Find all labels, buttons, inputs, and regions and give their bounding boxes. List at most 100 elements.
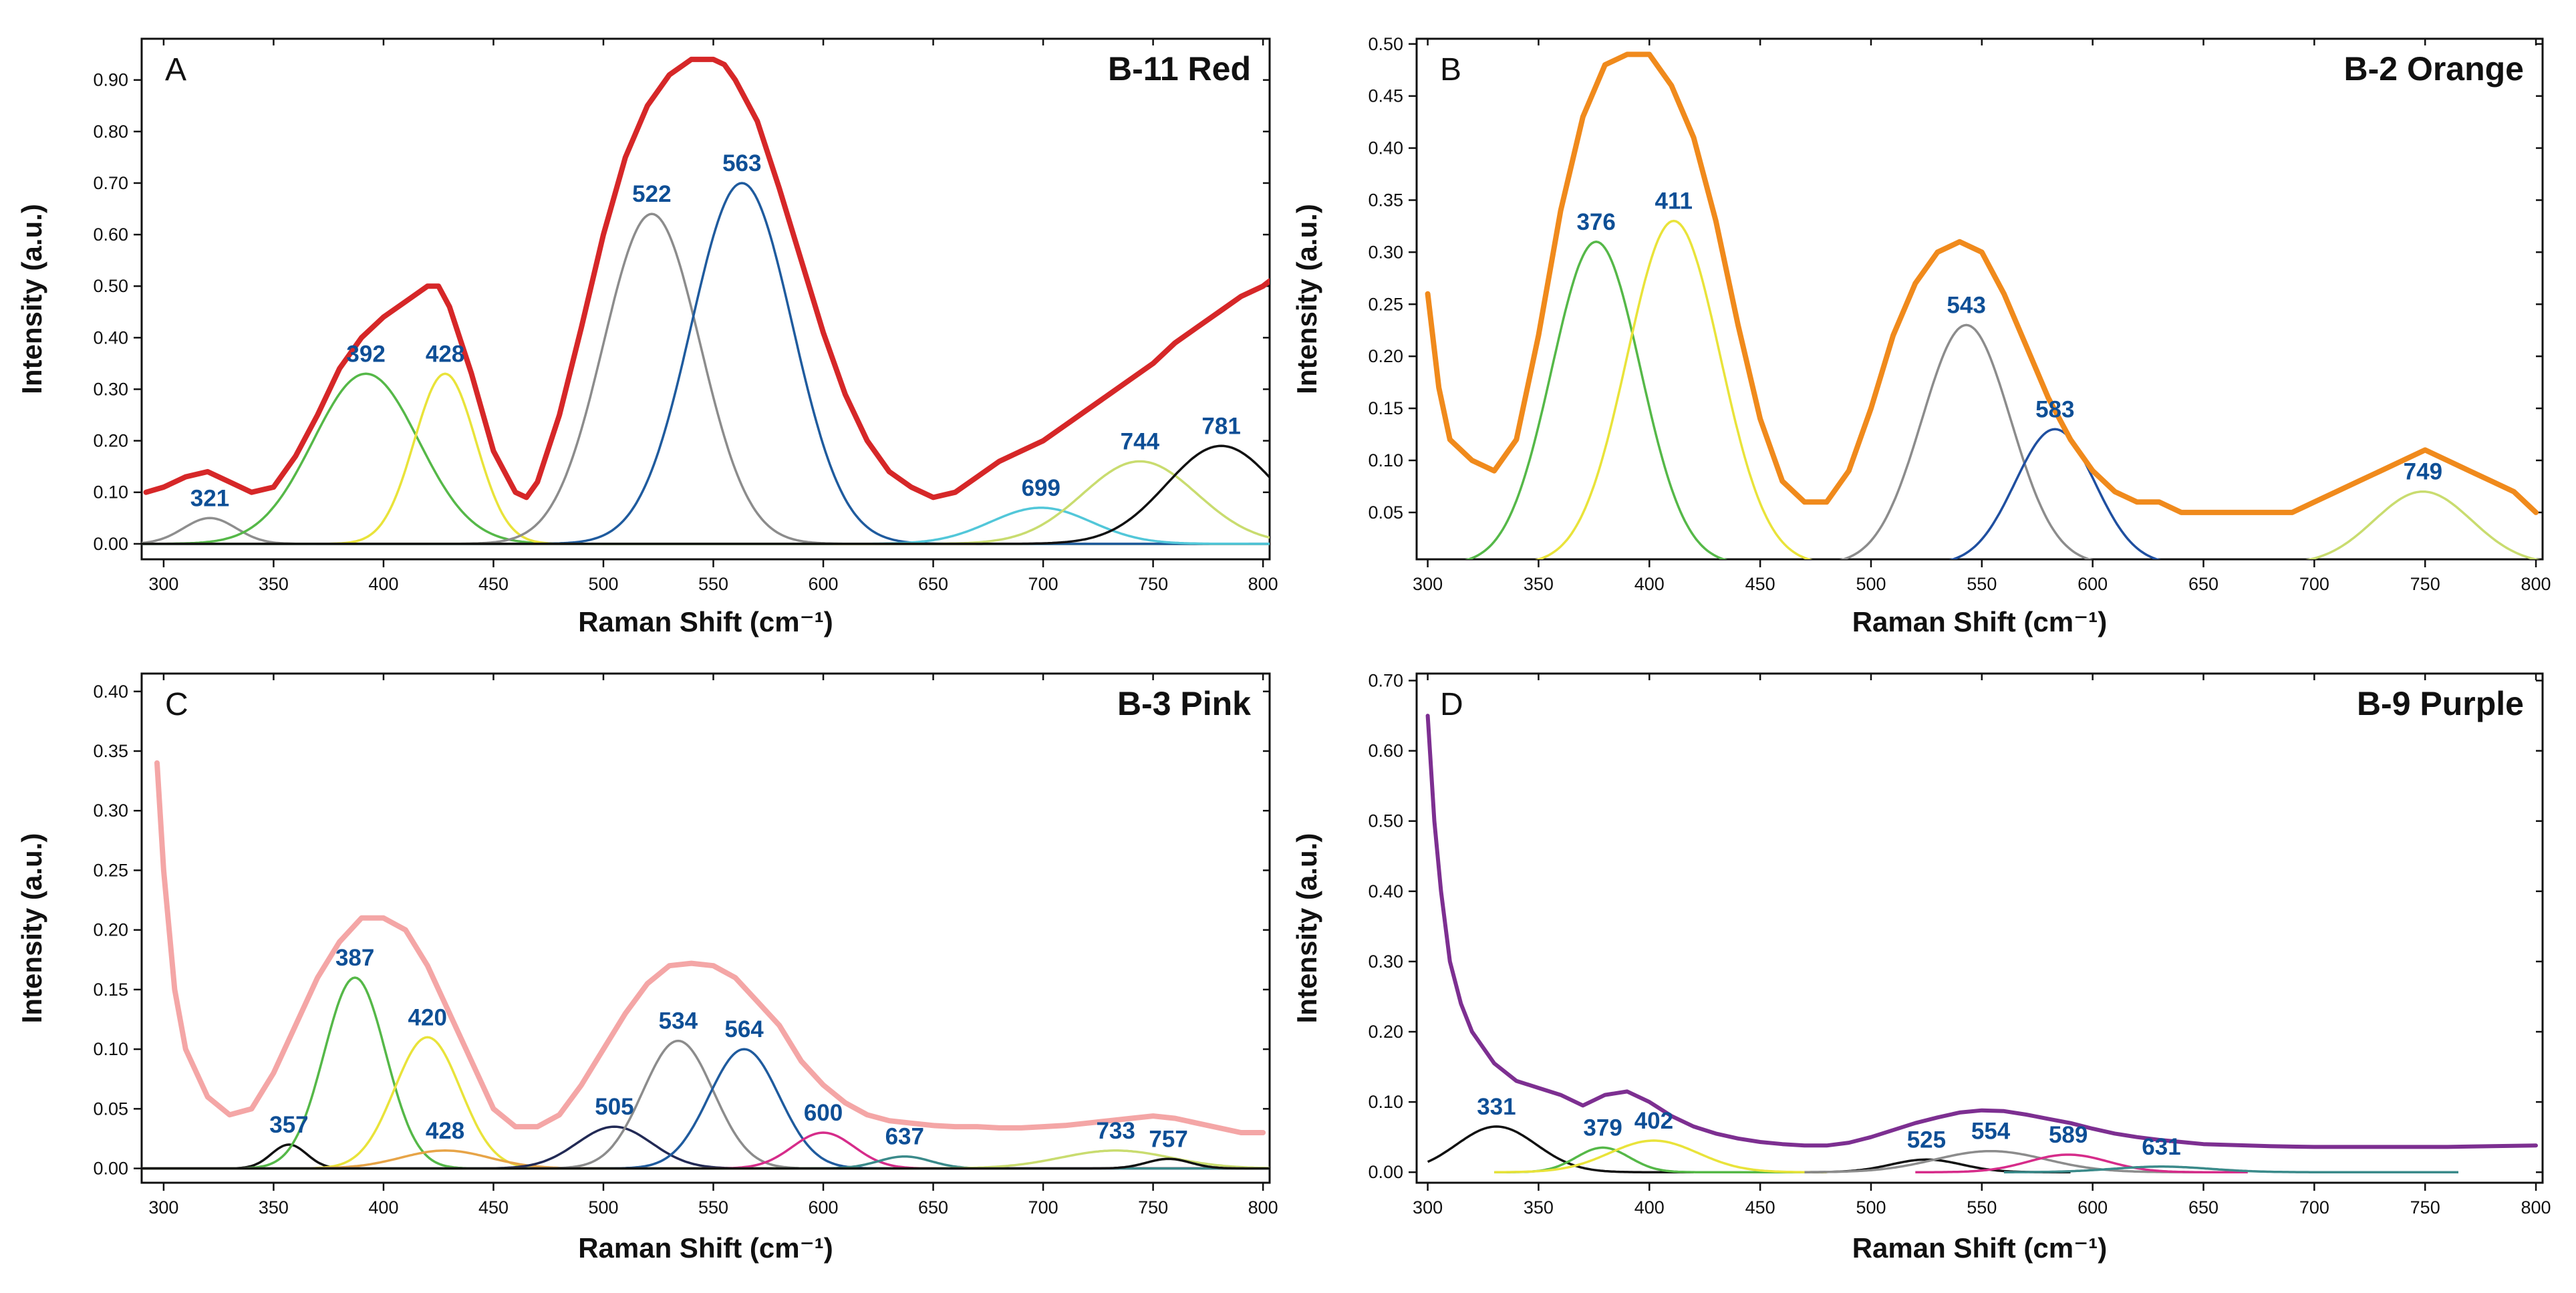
y-tick-label: 0.10	[1368, 1092, 1403, 1112]
x-tick-label: 450	[1745, 574, 1775, 594]
fit-component-357	[142, 1143, 1270, 1170]
y-tick-label: 0.35	[93, 741, 128, 761]
x-tick-label: 750	[2410, 574, 2440, 594]
peak-label-402: 402	[1634, 1108, 1673, 1134]
y-tick-label: 0.50	[1368, 34, 1403, 54]
fit-component-411	[1534, 219, 1813, 559]
x-tick-label: 700	[1028, 574, 1058, 594]
peak-label-525: 525	[1907, 1127, 1946, 1153]
fit-component-402	[1494, 1139, 1827, 1173]
fit-component-321	[142, 517, 1270, 545]
x-tick-label: 800	[1248, 574, 1278, 594]
y-tick-label: 0.20	[93, 920, 128, 940]
x-tick-label: 500	[1856, 1197, 1886, 1217]
peak-label-744: 744	[1121, 428, 1160, 454]
plot-area	[1425, 51, 2541, 559]
panel-letter: A	[165, 52, 186, 88]
x-tick-label: 650	[2188, 1197, 2219, 1217]
y-tick-label: 0.40	[93, 682, 128, 702]
measured-spectrum-line	[1425, 714, 2538, 1149]
y-tick-label: 0.05	[93, 1099, 128, 1119]
x-axis-title: Raman Shift (cm⁻¹)	[1852, 1232, 2108, 1264]
y-tick-label: 0.35	[1368, 190, 1403, 210]
x-tick-label: 450	[478, 574, 509, 594]
y-tick-label: 0.40	[1368, 881, 1403, 901]
fit-component-376	[1465, 241, 1728, 559]
peak-label-699: 699	[1022, 475, 1060, 501]
peak-label-522: 522	[632, 181, 671, 207]
x-tick-label: 750	[1138, 574, 1168, 594]
x-axis-title: Raman Shift (cm⁻¹)	[578, 606, 833, 637]
fit-component-631	[2004, 1165, 2458, 1173]
y-tick-label: 0.20	[93, 431, 128, 451]
measured-spectrum-line	[1425, 51, 2539, 515]
panel-letter: B	[1440, 52, 1461, 88]
y-tick-label: 0.30	[1368, 952, 1403, 972]
x-tick-label: 400	[368, 574, 398, 594]
x-tick-label: 750	[2410, 1197, 2440, 1217]
x-tick-label: 500	[588, 1197, 618, 1217]
fit-component-554	[1804, 1149, 2226, 1173]
y-tick-label: 0.60	[93, 225, 128, 245]
x-tick-label: 700	[1028, 1197, 1058, 1217]
measured-spectrum-line	[154, 760, 1266, 1135]
y-tick-label: 0.00	[93, 534, 128, 554]
peak-label-543: 543	[1947, 292, 1985, 318]
y-tick-label: 0.25	[1368, 294, 1403, 314]
x-tick-label: 300	[1413, 1197, 1443, 1217]
x-tick-label: 300	[148, 574, 178, 594]
plot-frame	[1415, 37, 2544, 561]
plot-frame	[1415, 672, 2544, 1184]
fit-component-331	[1427, 1125, 1694, 1173]
y-tick-label: 0.45	[1368, 86, 1403, 106]
x-tick-label: 650	[2188, 574, 2219, 594]
fit-component-757	[142, 1157, 1270, 1170]
y-tick-label: 0.25	[93, 860, 128, 880]
peak-label-379: 379	[1583, 1115, 1622, 1141]
y-tick-label: 0.15	[1368, 398, 1403, 418]
x-tick-label: 600	[809, 1197, 839, 1217]
x-tick-label: 600	[2078, 574, 2108, 594]
peak-label-428: 428	[426, 341, 464, 367]
x-tick-label: 550	[698, 574, 728, 594]
peak-label-387: 387	[335, 945, 374, 971]
peak-label-554: 554	[1971, 1119, 2011, 1145]
y-tick-label: 0.15	[93, 980, 128, 1000]
plot-area	[142, 56, 1270, 545]
peak-label-331: 331	[1477, 1094, 1516, 1120]
x-tick-label: 300	[148, 1197, 178, 1217]
y-tick-label: 0.40	[1368, 138, 1403, 158]
y-tick-label: 0.10	[1368, 450, 1403, 470]
panel-b: 0.05 0.10 0.15 0.20 0.25 0.30 0.35 0.40 0.45 0.50…	[1291, 34, 2551, 637]
y-tick-label: 0.70	[1368, 671, 1403, 691]
x-axis-title: Raman Shift (cm⁻¹)	[1852, 606, 2108, 637]
x-tick-label: 550	[698, 1197, 728, 1217]
x-tick-label: 300	[1413, 574, 1443, 594]
plot-frame	[140, 672, 1271, 1184]
peak-label-428: 428	[426, 1118, 464, 1144]
peak-label-733: 733	[1096, 1118, 1135, 1144]
x-tick-label: 500	[588, 574, 618, 594]
y-tick-label: 0.80	[93, 122, 128, 142]
peak-label-749: 749	[2404, 459, 2442, 485]
y-tick-label: 0.20	[1368, 346, 1403, 366]
peak-label-357: 357	[269, 1112, 308, 1138]
peak-label-321: 321	[190, 485, 229, 511]
fit-component-589	[1915, 1153, 2248, 1173]
y-tick-label: 0.10	[93, 1039, 128, 1059]
peak-label-637: 637	[885, 1124, 924, 1150]
fit-component-749	[2305, 490, 2541, 559]
y-axis-title: Intensity (a.u.)	[16, 204, 47, 394]
x-tick-label: 350	[1524, 574, 1554, 594]
x-tick-label: 800	[2521, 1197, 2551, 1217]
x-tick-label: 700	[2299, 1197, 2329, 1217]
x-tick-label: 550	[1967, 1197, 1997, 1217]
x-tick-label: 800	[1248, 1197, 1278, 1217]
panel-letter: C	[165, 687, 188, 722]
peak-label-631: 631	[2142, 1134, 2180, 1160]
x-tick-label: 400	[1634, 1197, 1665, 1217]
peak-label-392: 392	[346, 341, 385, 367]
fit-component-583	[1949, 428, 2161, 559]
x-tick-label: 650	[918, 1197, 948, 1217]
y-tick-label: 0.90	[93, 70, 128, 90]
